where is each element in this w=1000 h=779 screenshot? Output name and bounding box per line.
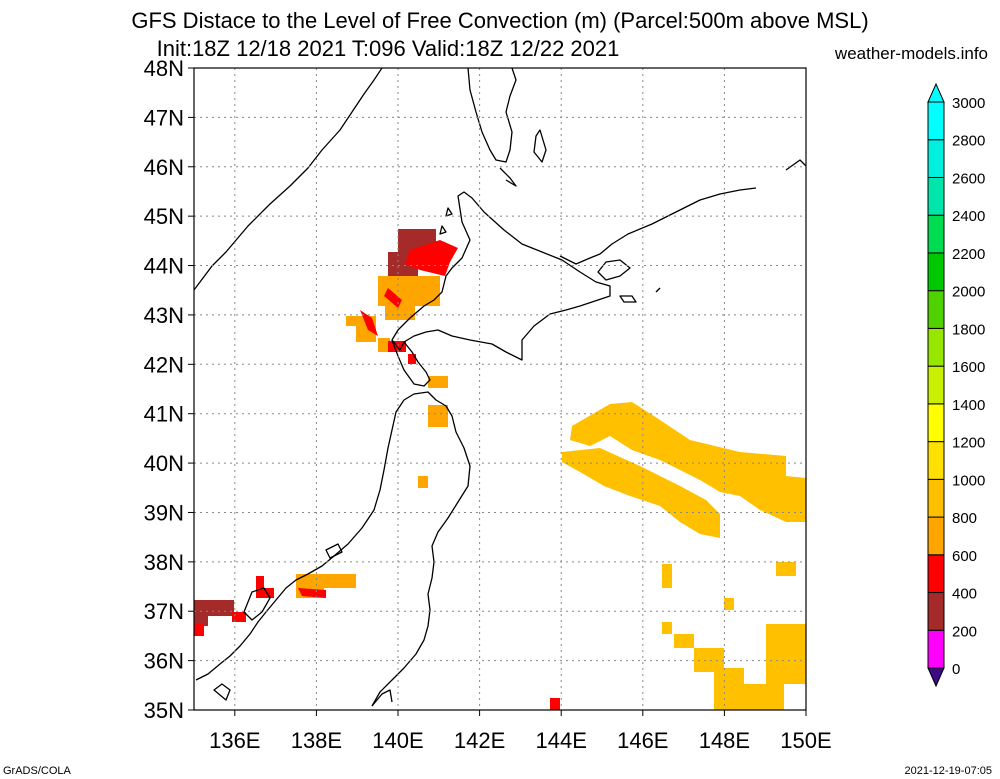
lat-tick-label: 36N	[144, 649, 184, 674]
longitude-labels: 136E 138E 140E 142E 144E 146E 148E 150E	[209, 728, 832, 753]
colorbar-label: 400	[952, 586, 977, 603]
colorbar-segment	[927, 252, 945, 292]
colorbar-label: 2200	[952, 246, 985, 263]
colorbar: 0 200 400 600 800 1000 1200 1400 1600 1800 2000 220…	[927, 82, 985, 688]
source-label: weather-models.info	[834, 44, 988, 63]
colorbar-label: 1800	[952, 321, 985, 338]
lat-tick-label: 44N	[144, 254, 184, 279]
lon-tick-label: 146E	[617, 728, 668, 753]
colorbar-segment	[927, 365, 945, 405]
map-subtitle: Init:18Z 12/18 2021 T:096 Valid:18Z 12/2…	[156, 36, 620, 61]
colorbar-label: 1600	[952, 359, 985, 376]
lat-tick-label: 37N	[144, 599, 184, 624]
lon-tick-label: 150E	[780, 728, 831, 753]
lat-tick-label: 45N	[144, 204, 184, 229]
map-frame	[193, 67, 807, 711]
lat-tick-label: 42N	[144, 352, 184, 377]
lat-tick-label: 48N	[144, 56, 184, 81]
lon-tick-label: 144E	[536, 728, 587, 753]
colorbar-label: 1400	[952, 397, 985, 414]
colorbar-segment	[927, 554, 945, 594]
coastline-layer	[193, 67, 807, 707]
colorbar-segment	[927, 101, 945, 141]
colorbar-label: 1000	[952, 472, 985, 489]
lat-tick-label: 35N	[144, 698, 184, 723]
shading-layer	[194, 229, 806, 710]
colorbar-high-arrow	[927, 82, 945, 103]
axis-ticks	[188, 67, 807, 716]
colorbar-segment	[927, 290, 945, 329]
lat-tick-label: 46N	[144, 155, 184, 180]
colorbar-label: 200	[952, 623, 977, 640]
colorbar-segment	[927, 592, 945, 631]
colorbar-label: 800	[952, 510, 977, 527]
colorbar-segment	[927, 139, 945, 178]
footer-credit: GrADS/COLA	[3, 765, 71, 777]
grid-layer	[194, 68, 806, 710]
lon-tick-label: 140E	[372, 728, 423, 753]
lat-tick-label: 43N	[144, 303, 184, 328]
colorbar-segment	[927, 441, 945, 480]
footer-timestamp: 2021-12-19-07:05	[904, 765, 992, 777]
lat-tick-label: 40N	[144, 451, 184, 476]
lat-tick-label: 41N	[144, 402, 184, 427]
lon-tick-label: 136E	[209, 728, 260, 753]
colorbar-label: 600	[952, 548, 977, 565]
lon-tick-label: 138E	[291, 728, 342, 753]
colorbar-segment	[927, 327, 945, 367]
colorbar-segment	[927, 629, 945, 669]
lat-tick-label: 38N	[144, 550, 184, 575]
colorbar-segment	[927, 516, 945, 556]
lon-tick-label: 148E	[699, 728, 750, 753]
colorbar-label: 2000	[952, 284, 985, 301]
colorbar-label: 0	[952, 661, 960, 678]
colorbar-label: 2600	[952, 170, 985, 187]
latitude-labels: 35N 36N 37N 38N 39N 40N 41N 42N 43N 44N 45N 46N 47N 4…	[144, 56, 184, 723]
colorbar-segment	[927, 403, 945, 443]
colorbar-label: 2800	[952, 133, 985, 150]
lat-tick-label: 47N	[144, 105, 184, 130]
colorbar-segment	[927, 478, 945, 518]
colorbar-segment	[927, 176, 945, 216]
colorbar-low-arrow	[927, 667, 945, 688]
map-title: GFS Distace to the Level of Free Convect…	[131, 8, 869, 33]
lon-tick-label: 142E	[454, 728, 505, 753]
colorbar-segment	[927, 214, 945, 254]
colorbar-label: 2400	[952, 208, 985, 225]
lat-tick-label: 39N	[144, 500, 184, 525]
colorbar-label: 3000	[952, 95, 985, 112]
colorbar-label: 1200	[952, 435, 985, 452]
